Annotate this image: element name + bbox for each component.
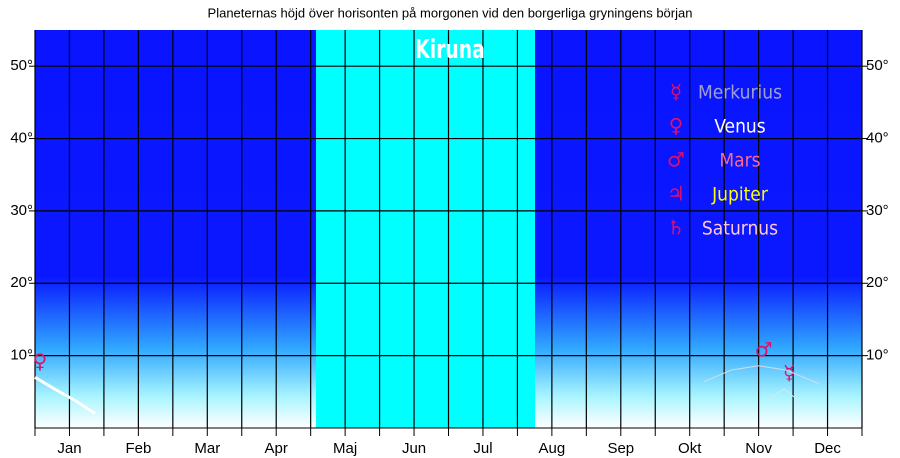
x-tick-label: Jul [473,440,492,457]
y-tick-label: 40° [10,130,33,147]
legend-symbol: ☿ [670,80,682,104]
planet-symbol: ♀ [33,349,48,373]
x-tick-label: Mar [194,440,220,457]
legend-symbol: ♄ [667,216,685,240]
x-tick-label: Sep [607,440,634,457]
legend-label: Venus [714,116,765,138]
planet-symbol: ☿ [783,360,795,384]
y-tick-label: 50° [10,57,33,74]
planet-line [34,376,96,415]
y-tick-label: 30° [866,202,889,219]
x-tick-label: Aug [539,440,566,457]
legend-symbol: ♀ [669,114,684,138]
y-tick-label: 10° [866,347,889,364]
y-tick-label: 20° [866,274,889,291]
legend-label: Jupiter [711,184,769,206]
x-tick-label: Nov [745,440,772,457]
x-tick-label: Jun [402,440,426,457]
x-tick-label: Dec [814,440,841,457]
x-tick-label: Feb [125,440,151,457]
x-tick-label: Jan [57,440,81,457]
x-tick-label: Apr [265,440,288,457]
chart-title: Planeternas höjd över horisonten på morg… [208,5,693,20]
y-tick-label: 10° [10,347,33,364]
y-tick-label: 50° [866,57,889,74]
planet-line [768,388,800,402]
y-tick-label: 30° [10,202,33,219]
x-tick-label: Okt [678,440,702,457]
planet-symbol: ♂ [755,337,773,361]
legend-symbol: ♂ [667,148,685,172]
legend-label: Saturnus [702,218,778,240]
y-tick-label: 20° [10,274,33,291]
x-tick-label: Maj [333,440,357,457]
legend-symbol: ♃ [667,182,685,206]
place-label: Kiruna [415,34,484,65]
legend-label: Merkurius [698,82,782,104]
y-tick-label: 40° [866,130,889,147]
planet-line [703,365,820,385]
legend-label: Mars [719,150,760,172]
no-twilight-band [316,30,535,428]
